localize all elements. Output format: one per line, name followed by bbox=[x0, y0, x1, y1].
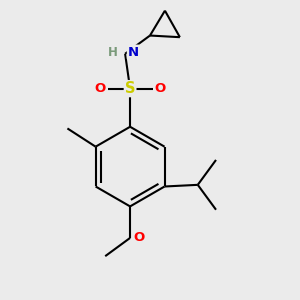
Text: O: O bbox=[94, 82, 106, 95]
Text: S: S bbox=[125, 81, 135, 96]
Text: N: N bbox=[128, 46, 139, 59]
Text: O: O bbox=[134, 231, 145, 244]
Text: H: H bbox=[108, 46, 117, 59]
Text: O: O bbox=[154, 82, 166, 95]
